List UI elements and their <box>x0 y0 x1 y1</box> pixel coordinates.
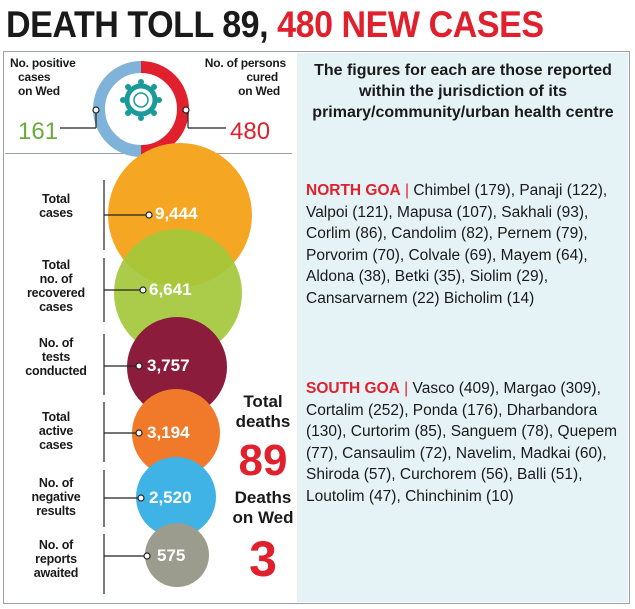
value-total-cases: 9,444 <box>155 204 198 223</box>
south-goa-text: Vasco (409), Margao (309), Cortalim (252… <box>306 380 617 505</box>
deaths-wed-label: Deaths on Wed <box>232 488 294 527</box>
cured-label: No. of persons cured on Wed <box>188 56 286 98</box>
label-awaited: No. of reports awaited <box>33 538 79 580</box>
south-goa-list: SOUTH GOA | Vasco (409), Margao (309), C… <box>306 380 617 505</box>
value-awaited: 575 <box>157 546 186 565</box>
south-goa-title: SOUTH GOA <box>306 380 400 397</box>
cured-label-line1: No. of persons <box>204 56 286 70</box>
deaths-wed-value: 3 <box>249 531 277 587</box>
value-recovered: 6,641 <box>149 280 192 299</box>
north-goa-text: Chimbel (179), Panaji (122), Valpoi (121… <box>306 182 608 307</box>
total-deaths-label: Total deaths <box>235 392 291 431</box>
value-negative: 2,520 <box>149 488 192 507</box>
positive-value: 161 <box>18 118 59 145</box>
label-tests: No. of tests conducted <box>25 336 87 378</box>
bubble-active <box>132 389 220 477</box>
total-deaths-value: 89 <box>238 436 288 485</box>
positive-label-line1: No. positive <box>10 56 76 70</box>
label-active: Total active cases <box>38 410 74 452</box>
bubble-awaited <box>145 523 209 587</box>
label-negative: No. of negative results <box>31 476 81 518</box>
location-panel <box>297 53 628 602</box>
positive-label: No. positive cases on Wed <box>10 56 105 98</box>
label-total-cases: Total cases <box>39 192 73 220</box>
bubble-recovered <box>114 229 242 357</box>
label-recovered: Total no. of recovered cases <box>27 258 85 314</box>
infographic-frame <box>3 51 630 604</box>
jurisdiction-note: The figures for each are those reported … <box>312 62 614 121</box>
value-active: 3,194 <box>147 423 190 442</box>
positive-label-line2: cases <box>18 70 51 84</box>
cured-label-line3: on Wed <box>238 84 280 98</box>
headline-part1: DEATH TOLL 89, <box>6 4 278 45</box>
cured-value: 480 <box>230 118 271 145</box>
positive-label-line3: on Wed <box>18 84 60 98</box>
bubble-negative <box>136 457 216 537</box>
headline: DEATH TOLL 89, 480 NEW CASES <box>6 2 581 48</box>
headline-part2: 480 NEW CASES <box>277 4 544 45</box>
north-goa-list: NORTH GOA | Chimbel (179), Panaji (122),… <box>306 182 608 307</box>
cured-label-line2: cured <box>246 70 278 84</box>
bubble-tests <box>127 317 227 417</box>
value-tests: 3,757 <box>147 356 190 375</box>
coronavirus-icon <box>120 79 162 121</box>
north-goa-title: NORTH GOA <box>306 182 401 199</box>
